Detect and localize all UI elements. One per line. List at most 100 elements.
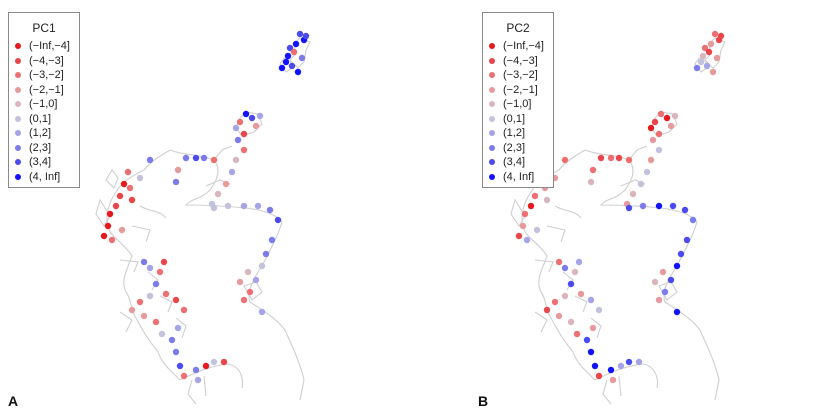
site-point xyxy=(240,146,248,154)
site-point xyxy=(228,168,236,176)
site-point xyxy=(210,156,218,164)
legend-dot-icon xyxy=(489,72,495,79)
legend-dot-icon xyxy=(15,43,21,50)
site-point xyxy=(136,298,144,306)
map-svg-b xyxy=(510,30,726,405)
site-point xyxy=(104,222,112,230)
site-point xyxy=(651,118,659,126)
legend-label: (3,4] xyxy=(29,156,52,169)
site-point xyxy=(705,48,713,56)
legend-dot-icon xyxy=(489,173,495,180)
site-point xyxy=(673,308,681,316)
site-point xyxy=(647,156,655,164)
site-point xyxy=(649,136,657,144)
legend-dot-icon xyxy=(489,101,495,108)
site-point xyxy=(615,154,623,162)
site-point xyxy=(222,180,230,188)
site-point xyxy=(595,306,603,314)
site-point xyxy=(587,348,595,356)
site-point xyxy=(152,280,160,288)
site-point xyxy=(693,64,701,72)
site-point xyxy=(713,54,721,62)
site-point xyxy=(543,196,551,204)
legend-item: (2,3] xyxy=(15,141,70,156)
legend-item: (4, Inf] xyxy=(489,170,544,185)
coastline-segment xyxy=(694,57,708,73)
site-point xyxy=(126,184,134,192)
legend-item: (2,3] xyxy=(489,141,544,156)
site-point xyxy=(162,290,170,298)
site-point xyxy=(232,156,240,164)
coastline-segment xyxy=(510,198,526,228)
legend-item: (−3,−2] xyxy=(15,68,70,83)
site-point xyxy=(256,112,264,120)
legend-dot-icon xyxy=(489,144,495,151)
site-point xyxy=(567,280,575,288)
site-point xyxy=(625,156,633,164)
legend-label: (−2,−1] xyxy=(29,83,64,96)
legend-label: (2,3] xyxy=(29,141,52,154)
legend-label: (−4,−3] xyxy=(29,54,64,67)
coastline-segment xyxy=(534,311,622,405)
site-point xyxy=(112,202,120,210)
coastline-segment xyxy=(584,149,720,401)
site-point xyxy=(543,306,551,314)
site-point xyxy=(172,178,180,186)
site-point xyxy=(637,180,645,188)
legend-label: (−3,−2] xyxy=(503,69,538,82)
coastline-segment xyxy=(534,205,602,339)
site-point xyxy=(523,236,531,244)
coastline-segment xyxy=(205,145,233,187)
site-point xyxy=(244,268,252,276)
site-point xyxy=(643,168,651,176)
legend-a: PC1 (−Inf,−4] (−4,−3] (−3,−2] (−2,−1] (−… xyxy=(8,12,80,188)
site-point xyxy=(583,336,591,344)
site-point xyxy=(152,318,160,326)
site-point xyxy=(657,110,665,118)
legend-dot-icon xyxy=(15,130,21,137)
site-point xyxy=(286,44,294,52)
site-point xyxy=(677,250,685,258)
site-point xyxy=(290,48,298,56)
site-point xyxy=(252,122,260,130)
site-point xyxy=(232,124,240,132)
site-point xyxy=(667,122,675,130)
site-point xyxy=(240,130,248,138)
site-point xyxy=(617,362,625,370)
site-point xyxy=(521,210,529,218)
legend-item: (−Inf,−4] xyxy=(15,39,70,54)
site-point xyxy=(214,190,222,198)
site-point xyxy=(192,154,200,162)
legend-label: (−1,0] xyxy=(29,98,58,111)
legend-dot-icon xyxy=(489,86,495,93)
site-point xyxy=(587,296,595,304)
site-point xyxy=(571,268,579,276)
site-point xyxy=(595,372,603,380)
legend-label: (−Inf,−4] xyxy=(503,40,544,53)
coastline-segment xyxy=(704,37,726,69)
site-point xyxy=(663,114,671,122)
coastline-segment xyxy=(279,57,293,73)
site-point xyxy=(158,330,166,338)
site-point xyxy=(106,210,114,218)
site-point xyxy=(587,178,595,186)
site-point xyxy=(262,250,270,258)
site-point xyxy=(172,348,180,356)
site-point xyxy=(561,264,569,272)
legend-label: (−2,−1] xyxy=(503,83,538,96)
site-point xyxy=(202,362,210,370)
site-point xyxy=(661,288,669,296)
site-point xyxy=(288,62,296,70)
legend-label: (−1,0] xyxy=(503,98,532,111)
legend-item: (−1,0] xyxy=(15,97,70,112)
site-point xyxy=(607,366,615,374)
legend-dot-icon xyxy=(15,101,21,108)
legend-b: PC2 (−Inf,−4] (−4,−3] (−3,−2] (−2,−1] (−… xyxy=(482,12,554,188)
coastline-segment xyxy=(658,281,678,301)
site-point xyxy=(252,276,260,284)
site-point xyxy=(292,40,300,48)
site-point xyxy=(176,362,184,370)
legend-label: (4, Inf] xyxy=(503,170,535,183)
site-point xyxy=(146,156,154,164)
coastline-segment xyxy=(594,363,659,389)
